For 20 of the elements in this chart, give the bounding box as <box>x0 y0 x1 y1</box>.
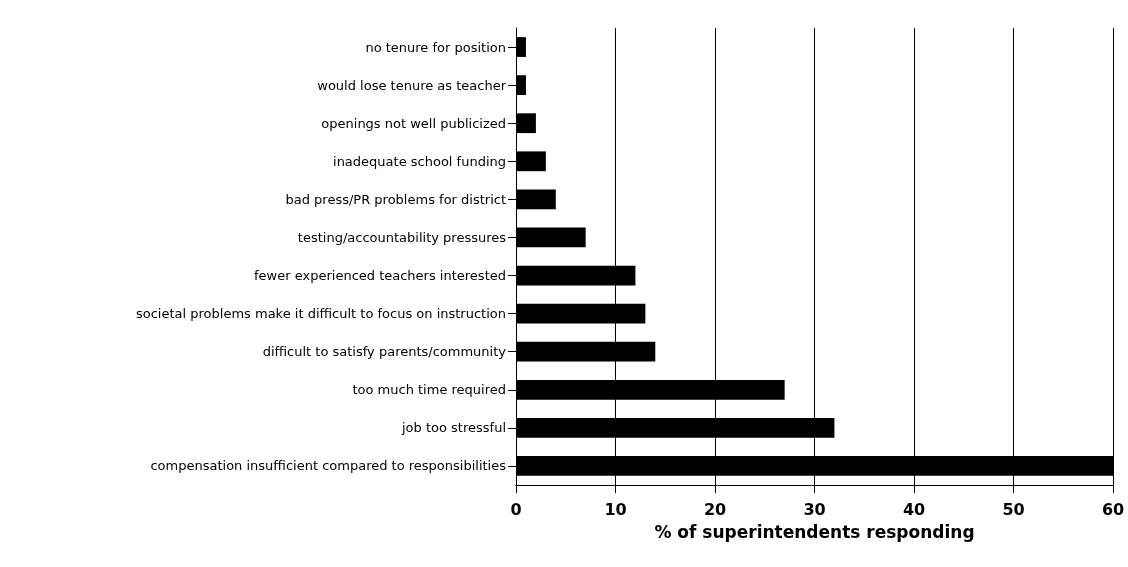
x-tick-label: 20 <box>703 499 727 519</box>
x-tick-label: 40 <box>902 499 926 519</box>
y-tick-label: difficult to satisfy parents/community <box>262 344 507 360</box>
y-tick-label: would lose tenure as teacher <box>317 77 507 93</box>
y-tick-label: job too stressful <box>401 420 506 436</box>
x-tick-label: 10 <box>604 499 627 519</box>
x-tick-label: 50 <box>1002 499 1025 519</box>
y-tick-label: compensation insufficient compared to responsibilities <box>150 458 507 474</box>
y-tick-label: too much time required <box>352 382 506 398</box>
y-tick-label: no tenure for position <box>365 39 506 55</box>
y-tick-label: testing/accountability pressures <box>297 229 507 245</box>
x-tick-label: 60 <box>1101 499 1125 519</box>
x-axis-title: % of superintendents responding <box>654 521 975 542</box>
y-tick-label: openings not well publicized <box>321 115 506 131</box>
y-tick-label: fewer experienced teachers interested <box>254 268 506 284</box>
x-tick-label: 0 <box>510 499 522 519</box>
y-tick-label: inadequate school funding <box>333 153 506 169</box>
y-tick-label: societal problems make it difficult to focus on instruction <box>136 306 506 322</box>
x-tick-label: 30 <box>803 499 826 519</box>
y-tick-label: bad press/PR problems for district <box>285 191 506 207</box>
